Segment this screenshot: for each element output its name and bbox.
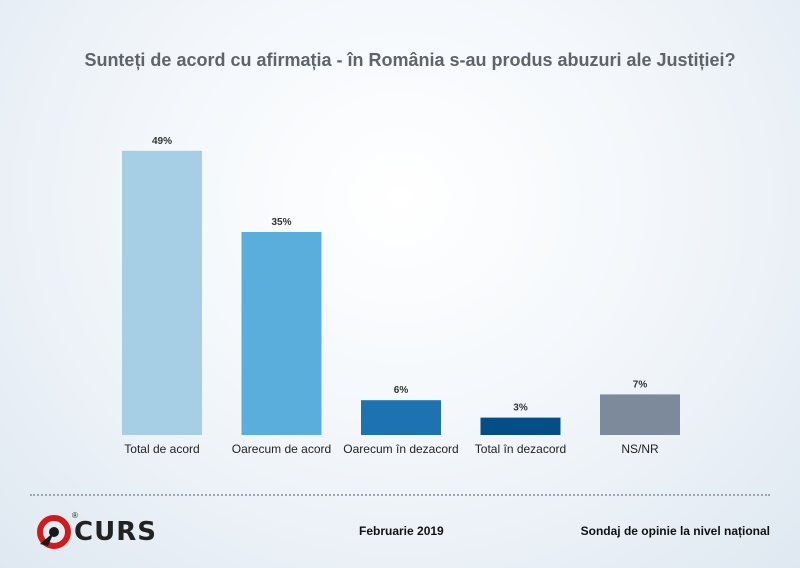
data-label-2: 6%	[394, 385, 409, 396]
logo-text: CURS	[74, 517, 157, 547]
survey-date: Februarie 2019	[359, 524, 444, 538]
curs-logo: ® CURS	[36, 511, 166, 552]
category-label-2: Oarecum în dezacord	[343, 442, 458, 456]
footer-divider	[30, 494, 770, 496]
category-label-3: Total în dezacord	[475, 442, 566, 456]
registered-mark: ®	[72, 511, 78, 520]
bar-3	[480, 417, 561, 435]
data-label-4: 7%	[633, 379, 648, 390]
curs-logo-icon	[37, 515, 71, 549]
data-label-0: 49%	[152, 136, 172, 147]
chart-title: Sunteți de acord cu afirmația - în Român…	[84, 50, 736, 70]
bar-1	[241, 232, 322, 435]
bar-4	[600, 394, 680, 435]
bar-2	[361, 400, 441, 435]
data-label-3: 3%	[513, 403, 528, 414]
survey-note: Sondaj de opinie la nivel național	[580, 524, 770, 538]
bar-0	[122, 150, 202, 436]
bar-chart: 49% Total de acord 35% Oarecum de acord 6% Oa…	[122, 136, 680, 456]
category-label-4: NS/NR	[621, 442, 659, 456]
category-label-0: Total de acord	[124, 442, 199, 456]
data-label-1: 35%	[271, 217, 291, 228]
category-label-1: Oarecum de acord	[232, 442, 331, 456]
